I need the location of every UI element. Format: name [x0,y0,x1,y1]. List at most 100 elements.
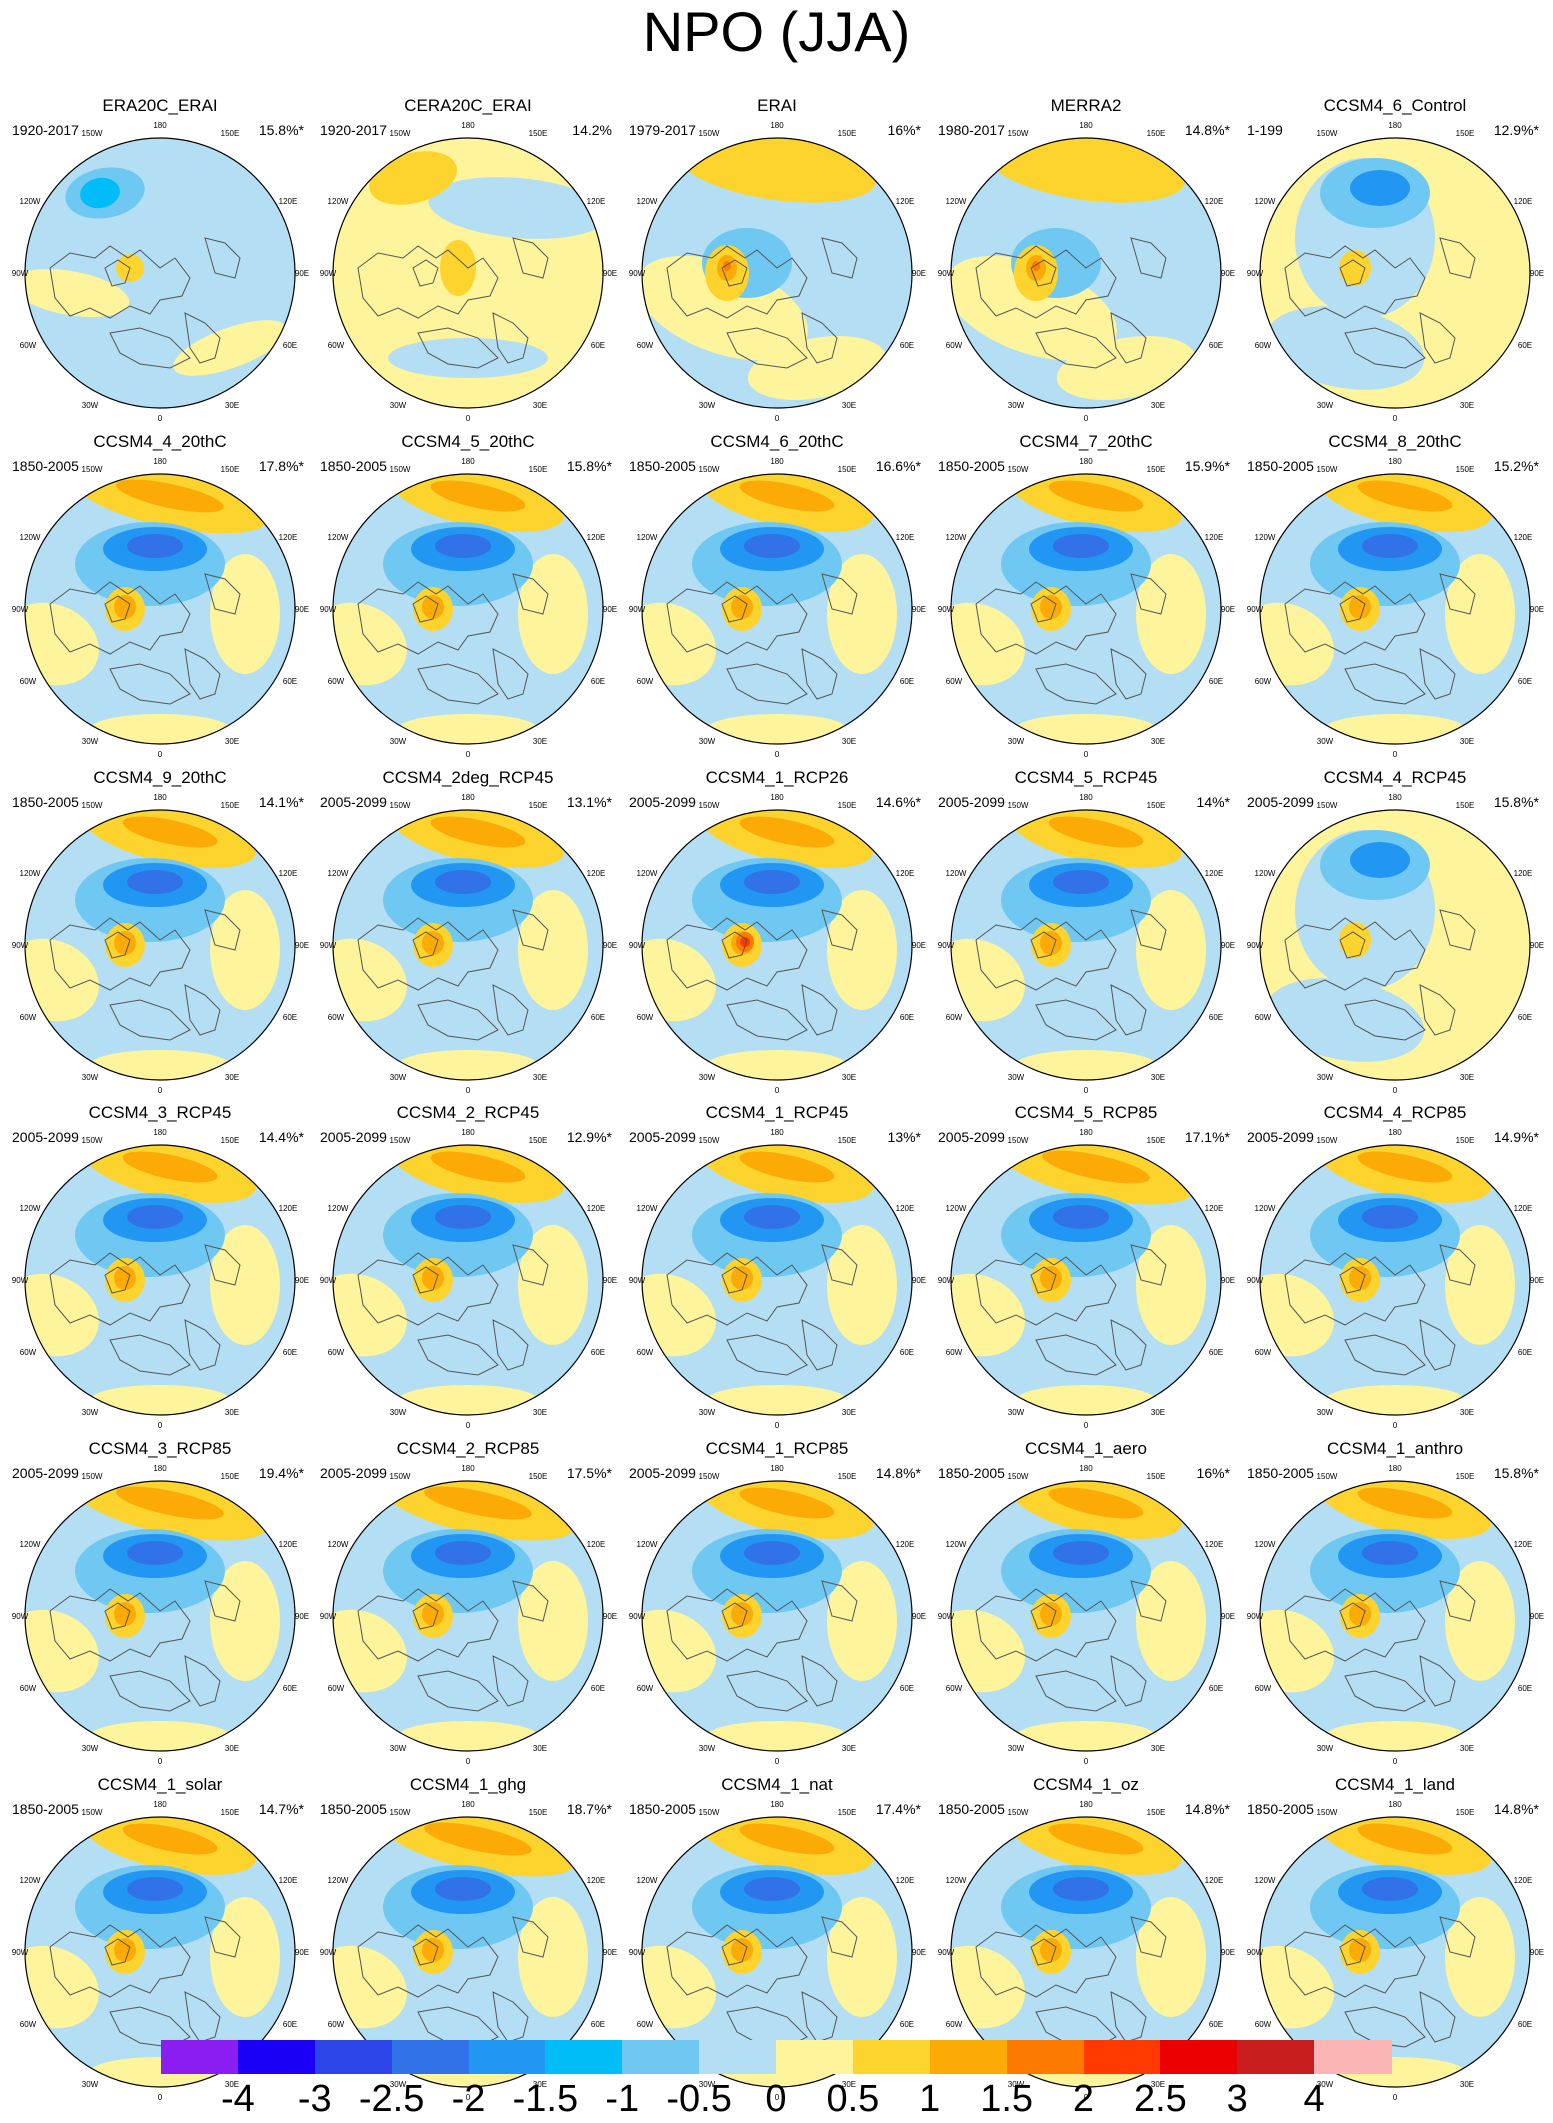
longitude-label: 150E [1456,1808,1475,1817]
panel-variance: 14%* [1196,794,1230,810]
longitude-label: 150E [529,801,548,810]
panel-title: CCSM4_3_RCP85 [88,1439,232,1458]
longitude-label: 90E [912,1612,926,1621]
negative-anomaly-core [1053,1877,1109,1901]
coastline [1030,595,1057,623]
panel-period: 1850-2005 [629,458,696,474]
longitude-label: 30E [1151,1073,1165,1082]
coastline [512,237,549,279]
longitude-label: 120E [1205,1876,1224,1885]
panel-period: 1850-2005 [12,458,79,474]
longitude-label: 60W [1255,1684,1272,1693]
coastline [1344,2006,1426,2048]
coastline [204,1916,241,1958]
negative-anomaly-core [435,1877,491,1901]
yellow-region [90,714,230,744]
longitude-label: 120W [946,533,967,542]
light-blue-region [388,338,548,378]
coastline [1284,917,1426,991]
longitude-label: 60W [637,1348,654,1357]
longitude-label: 30W [82,2080,99,2089]
positive-anomaly-arctic-core [422,1266,444,1290]
longitude-label: 0 [775,1421,780,1430]
map-panel: CCSM4_5_20thC 1850-2005 15.8%* 180 150W 150E 1… [318,432,618,762]
coastline [104,931,131,959]
yellow-region [707,714,847,744]
longitude-label: 90E [1221,1612,1235,1621]
coastline [1130,909,1167,951]
polar-map: 180 150W 150E 120W 120E 90W 90E 60W 60E 30W 30E 0 [938,793,1235,1095]
longitude-label: 60E [1518,677,1532,686]
coastline [1339,1938,1366,1966]
map-boundary [332,809,604,1081]
longitude-label: 60W [637,2020,654,2029]
coastline [184,984,221,1036]
longitude-label: 150E [529,1136,548,1145]
map-panel: CCSM4_8_20thC 1850-2005 15.2%* 180 150W 150E 1… [1245,432,1545,762]
longitude-label: 180 [770,1464,784,1473]
panel-title: CCSM4_5_RCP45 [1014,768,1158,787]
longitude-label: 60W [946,341,963,350]
positive-anomaly-north-pacific-core [739,1151,835,1183]
map-boundary [1259,473,1531,745]
longitude-label: 120W [1255,197,1276,206]
longitude-label: 150W [390,129,411,138]
map-boundary [24,137,296,409]
longitude-label: 0 [775,414,780,423]
longitude-label: 0 [775,750,780,759]
map-panel: MERRA2 1980-2017 14.8%* 180 150W 150E 120W 120E… [936,96,1236,426]
longitude-label: 120W [20,1876,41,1885]
longitude-label: 60W [328,1684,345,1693]
longitude-label: 60E [1518,1348,1532,1357]
positive-anomaly-arctic-core [1040,595,1062,619]
panel-variance: 16%* [887,122,921,138]
longitude-label: 90E [295,1276,309,1285]
longitude-label: 180 [461,1128,475,1137]
longitude-label: 30E [1151,1408,1165,1417]
colorbar-label: -3 [297,2078,332,2120]
longitude-label: 0 [1393,1757,1398,1766]
longitude-label: 90E [1530,269,1544,278]
longitude-label: 120E [1205,869,1224,878]
longitude-label: 0 [1393,2093,1398,2102]
panel-period: 2005-2099 [629,794,696,810]
longitude-label: 150E [1456,801,1475,810]
longitude-label: 150W [1317,1472,1338,1481]
longitude-label: 120W [946,197,967,206]
longitude-label: 30E [842,2080,856,2089]
coastline [412,931,439,959]
longitude-label: 180 [153,1800,167,1809]
coastline [412,1266,439,1294]
positive-anomaly-north-pacific-core [1357,1487,1453,1519]
coastline [357,1924,499,1998]
longitude-label: 0 [466,2093,471,2102]
negative-anomaly-core [435,1205,491,1229]
longitude-label: 30E [1151,1744,1165,1753]
longitude-label: 150W [390,465,411,474]
longitude-label: 180 [1388,121,1402,130]
longitude-label: 120E [896,1876,915,1885]
longitude-label: 150W [82,129,103,138]
coastline [666,1924,808,1998]
longitude-label: 90W [12,941,29,950]
coastline [49,1252,191,1326]
polar-map: 180 150W 150E 120W 120E 90W 90E 60W 60E 30W 30E 0 [1247,1464,1544,1766]
coastline [975,1252,1117,1326]
panel-period: 1850-2005 [629,1801,696,1817]
longitude-label: 120E [587,1876,606,1885]
positive-anomaly-north-pacific-core [116,479,224,513]
longitude-label: 120E [587,1204,606,1213]
longitude-label: 90E [1530,1612,1544,1621]
panel-variance: 14.8%* [1184,1801,1230,1817]
negative-anomaly-core [1362,534,1418,558]
longitude-label: 90W [629,605,646,614]
longitude-label: 180 [1079,457,1093,466]
panel-variance: 14.8%* [1184,122,1230,138]
coastline [512,1244,549,1286]
positive-anomaly-arctic-max [740,937,750,947]
map-panel: CCSM4_3_RCP85 2005-2099 19.4%* 180 150W 150E 1… [10,1439,310,1769]
longitude-label: 30W [699,401,716,410]
panel-title: CCSM4_1_aero [1025,1439,1147,1458]
longitude-label: 30W [1008,1408,1025,1417]
longitude-label: 60E [591,341,605,350]
